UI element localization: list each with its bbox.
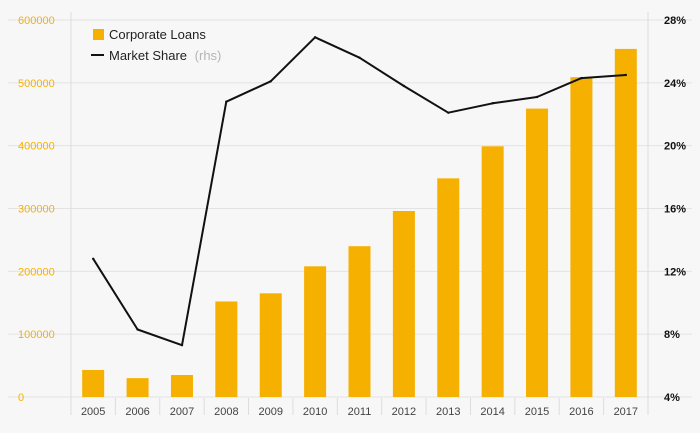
x-tick-label: 2005 [81,406,105,418]
bar [614,48,637,398]
line-point [91,257,95,260]
left-tick-label: 300000 [18,204,55,216]
legend: Corporate Loans Market Share (rhs) [91,27,221,63]
right-tick-label: 16% [664,204,686,216]
bar [481,146,504,397]
bar [215,301,238,397]
x-tick-label: 2008 [214,406,238,418]
x-tick-label: 2006 [125,406,149,418]
right-tick-label: 12% [664,266,686,278]
bar [392,211,415,397]
bar [526,108,549,397]
line-point [580,76,583,80]
left-tick-label: 600000 [18,15,55,27]
bar [126,378,149,397]
line-point [358,56,361,59]
legend-label-corporate-loans: Corporate Loans [109,27,206,42]
line-point [624,73,628,77]
left-tick-label: 200000 [18,266,55,278]
x-tick-label: 2007 [170,406,194,418]
line-point [225,100,228,103]
x-tick-label: 2013 [436,406,460,418]
legend-rhs-suffix: (rhs) [195,48,222,63]
line-point [313,36,317,39]
right-tick-label: 8% [664,329,680,341]
bar [348,246,371,397]
left-tick-label: 500000 [18,78,55,90]
legend-label-market-share: Market Share (rhs) [109,48,221,63]
x-tick-label: 2011 [348,406,372,418]
axes: 0 100000 200000 300000 400000 500000 600000 4% 8… [18,15,686,418]
line-series [91,36,628,347]
grid-lines [8,12,692,415]
bar [82,369,105,397]
bar [304,266,327,397]
line-point [136,328,139,331]
x-tick-label: 2009 [258,406,282,418]
line-point [269,80,272,83]
x-tick-label: 2010 [303,406,327,418]
left-tick-label: 100000 [18,329,55,341]
x-tick-label: 2012 [392,406,416,418]
bar-series [82,48,637,398]
x-tick-label: 2014 [480,406,504,418]
x-tick-label: 2016 [569,406,593,418]
x-tick-label: 2015 [525,406,549,418]
left-tick-label: 0 [18,392,24,404]
legend-swatch-corporate-loans [93,29,104,40]
bar [437,178,460,397]
bar [570,77,593,397]
right-tick-label: 4% [664,392,680,404]
bar [259,293,282,397]
right-tick-label: 24% [664,78,686,90]
line-point [491,102,494,105]
bar [170,375,193,397]
x-tick-label: 2017 [614,406,638,418]
legend-market-share-name: Market Share [109,48,187,63]
right-tick-label: 28% [664,15,686,27]
line-point [447,111,450,114]
line-point [402,84,406,88]
right-tick-label: 20% [664,141,686,153]
line-point [180,343,184,347]
line-point [535,95,539,99]
left-tick-label: 400000 [18,141,55,153]
